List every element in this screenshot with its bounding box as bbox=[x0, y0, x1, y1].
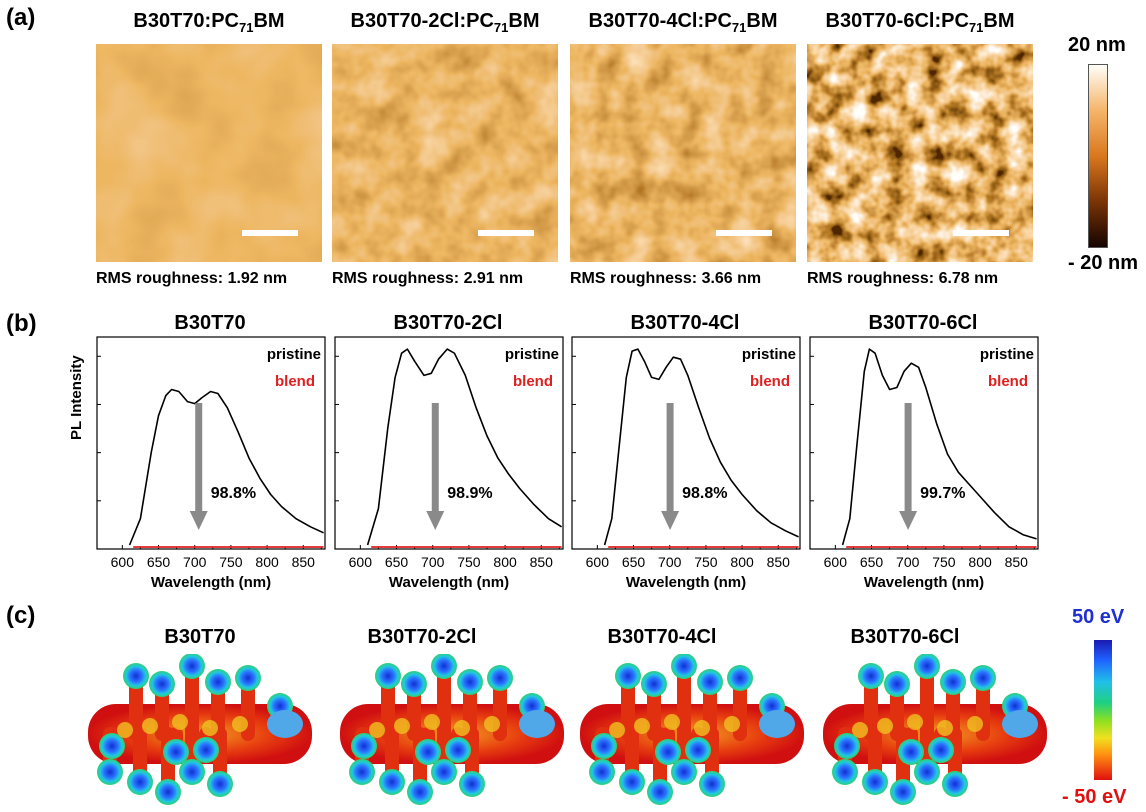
plot-frame bbox=[571, 336, 801, 550]
pl-chart-title: B30T70 bbox=[174, 312, 246, 334]
rms-roughness-label: RMS roughness: 3.66 nm bbox=[570, 270, 762, 287]
esp-colorbar-bottom-label: - 50 eV bbox=[1062, 786, 1127, 808]
afm-height-image bbox=[332, 44, 558, 262]
legend-blend: blend bbox=[513, 373, 553, 390]
panel-label-b: (b) bbox=[6, 310, 37, 337]
esp-molecule-title: B30T70-4Cl bbox=[607, 626, 717, 648]
quenching-arrow bbox=[661, 403, 680, 530]
panel-label-c: (c) bbox=[6, 602, 36, 629]
x-axis-label: Wavelength (nm) bbox=[864, 574, 984, 591]
x-tick-label: 650 bbox=[147, 554, 171, 570]
quenching-arrow bbox=[899, 403, 918, 530]
afm-height-colorbar bbox=[1088, 64, 1108, 248]
plot-frame bbox=[334, 336, 564, 550]
afm-sample-title: B30T70-6Cl:PC71BM bbox=[825, 10, 1015, 35]
quenching-efficiency-label: 98.9% bbox=[447, 485, 492, 502]
pl-chart-title: B30T70-2Cl bbox=[393, 312, 503, 334]
x-tick-label: 800 bbox=[968, 554, 992, 570]
afm-height-image bbox=[96, 44, 322, 262]
x-tick-label: 850 bbox=[767, 554, 791, 570]
rms-roughness-label: RMS roughness: 6.78 nm bbox=[807, 270, 999, 287]
x-tick-label: 700 bbox=[421, 554, 445, 570]
esp-molecule-map bbox=[340, 654, 564, 805]
pristine-pl-curve bbox=[366, 348, 563, 546]
plot-frame bbox=[809, 336, 1039, 550]
x-tick-label: 650 bbox=[860, 554, 884, 570]
esp-molecule-title: B30T70-2Cl bbox=[367, 626, 477, 648]
afm-height-image bbox=[570, 44, 796, 262]
x-tick-label: 800 bbox=[493, 554, 517, 570]
quenching-efficiency-label: 99.7% bbox=[920, 485, 965, 502]
esp-molecule-title: B30T70 bbox=[164, 626, 236, 648]
legend-pristine: pristine bbox=[267, 346, 321, 363]
panel-label-a: (a) bbox=[6, 4, 36, 31]
quenching-arrow bbox=[426, 403, 445, 530]
x-tick-label: 750 bbox=[219, 554, 243, 570]
afm-scale-bar bbox=[716, 230, 772, 236]
rms-roughness-label: RMS roughness: 2.91 nm bbox=[332, 270, 524, 287]
x-tick-label: 650 bbox=[622, 554, 646, 570]
pl-y-axis-label: PL Intensity bbox=[68, 355, 85, 440]
afm-colorbar-top-label: 20 nm bbox=[1068, 34, 1126, 56]
x-tick-label: 600 bbox=[111, 554, 135, 570]
legend-blend: blend bbox=[750, 373, 790, 390]
afm-scale-bar bbox=[242, 230, 298, 236]
rms-roughness-label: RMS roughness: 1.92 nm bbox=[96, 270, 288, 287]
esp-colorbar-top-label: 50 eV bbox=[1072, 606, 1125, 628]
afm-sample-title: B30T70-4Cl:PC71BM bbox=[588, 10, 778, 35]
pl-spectrum-chart: 600 650 700 750 800 850 Wavelength (nm) pristin… bbox=[334, 336, 564, 591]
esp-molecule-map bbox=[823, 654, 1047, 805]
x-tick-label: 700 bbox=[183, 554, 207, 570]
esp-colorbar bbox=[1094, 640, 1112, 780]
x-tick-label: 850 bbox=[1005, 554, 1029, 570]
x-tick-label: 600 bbox=[586, 554, 610, 570]
quenching-arrow bbox=[189, 403, 208, 530]
pl-chart-title: B30T70-6Cl bbox=[868, 312, 978, 334]
legend-blend: blend bbox=[988, 373, 1028, 390]
afm-height-image bbox=[807, 44, 1033, 262]
x-tick-label: 800 bbox=[255, 554, 279, 570]
x-axis-label: Wavelength (nm) bbox=[151, 574, 271, 591]
pristine-pl-curve bbox=[128, 388, 324, 546]
x-tick-label: 800 bbox=[730, 554, 754, 570]
x-tick-label: 700 bbox=[896, 554, 920, 570]
afm-colorbar-bottom-label: - 20 nm bbox=[1068, 252, 1139, 274]
x-tick-label: 650 bbox=[385, 554, 409, 570]
x-tick-label: 750 bbox=[932, 554, 956, 570]
legend-pristine: pristine bbox=[742, 346, 796, 363]
afm-sample-title: B30T70:PC71BM bbox=[133, 10, 285, 35]
pl-spectrum-chart: 600 650 700 750 800 850 Wavelength (nm) pristin… bbox=[571, 336, 801, 591]
pl-chart-title: B30T70-4Cl bbox=[630, 312, 740, 334]
esp-molecule-map bbox=[88, 654, 312, 805]
x-tick-label: 850 bbox=[292, 554, 316, 570]
esp-molecule-title: B30T70-6Cl bbox=[850, 626, 960, 648]
legend-pristine: pristine bbox=[505, 346, 559, 363]
plot-frame bbox=[96, 336, 326, 550]
x-tick-label: 850 bbox=[530, 554, 554, 570]
pristine-pl-curve bbox=[841, 348, 1037, 546]
x-tick-label: 600 bbox=[349, 554, 373, 570]
afm-sample-title: B30T70-2Cl:PC71BM bbox=[350, 10, 540, 35]
x-tick-label: 750 bbox=[694, 554, 718, 570]
afm-scale-bar bbox=[478, 230, 534, 236]
x-axis-label: Wavelength (nm) bbox=[626, 574, 746, 591]
afm-scale-bar bbox=[953, 230, 1009, 236]
x-tick-label: 700 bbox=[658, 554, 682, 570]
x-tick-label: 600 bbox=[824, 554, 848, 570]
quenching-efficiency-label: 98.8% bbox=[682, 485, 727, 502]
legend-blend: blend bbox=[275, 373, 315, 390]
esp-molecule-map bbox=[580, 654, 804, 805]
pristine-pl-curve bbox=[603, 348, 799, 546]
x-axis-label: Wavelength (nm) bbox=[389, 574, 509, 591]
x-tick-label: 750 bbox=[457, 554, 481, 570]
quenching-efficiency-label: 98.8% bbox=[211, 485, 256, 502]
legend-pristine: pristine bbox=[980, 346, 1034, 363]
pl-spectrum-chart: 600 650 700 750 800 850 Wavelength (nm) pristin… bbox=[809, 336, 1039, 591]
pl-spectrum-chart: 600 650 700 750 800 850 Wavelength (nm) pristin… bbox=[96, 336, 326, 591]
